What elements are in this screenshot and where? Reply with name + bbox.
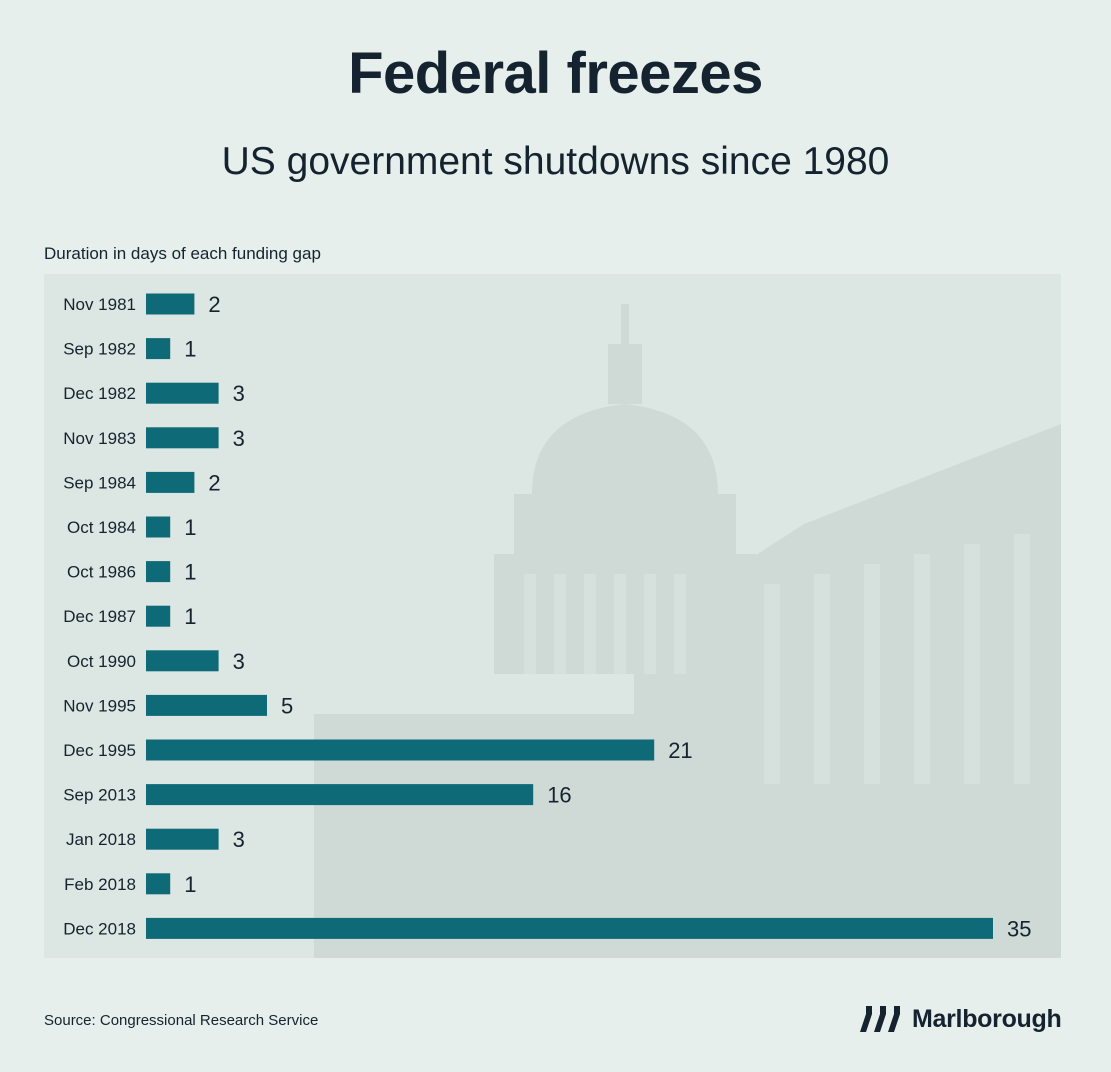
bar <box>146 694 267 716</box>
data-label: 1 <box>184 872 196 897</box>
bar <box>146 739 655 761</box>
chart-subtitle: US government shutdowns since 1980 <box>221 140 890 183</box>
bar <box>146 784 534 806</box>
category-label: Dec 1982 <box>63 384 136 403</box>
bar <box>146 873 171 895</box>
data-label: 1 <box>184 560 196 585</box>
marlborough-logo-icon <box>860 1006 900 1032</box>
category-label: Nov 1983 <box>63 429 136 448</box>
bar <box>146 516 171 538</box>
brand-name: Marlborough <box>912 1004 1062 1033</box>
data-label: 3 <box>233 426 245 451</box>
data-label: 3 <box>233 649 245 674</box>
bar <box>146 917 993 939</box>
category-label: Jan 2018 <box>66 830 136 849</box>
data-label: 1 <box>184 337 196 362</box>
category-label: Dec 1987 <box>63 607 136 626</box>
axis-label: Duration in days of each funding gap <box>44 244 321 263</box>
category-label: Feb 2018 <box>64 875 136 894</box>
category-label: Sep 1982 <box>63 340 136 359</box>
chart-panel: Nov 1981 2 Sep 1982 1 Dec 1982 3 Nov 1983 3 Sep … <box>44 274 1061 958</box>
bar <box>146 650 219 672</box>
data-label: 16 <box>547 783 571 808</box>
data-label: 35 <box>1007 916 1031 941</box>
bar <box>146 427 219 449</box>
category-label: Sep 2013 <box>63 786 136 805</box>
category-label: Oct 1986 <box>67 563 136 582</box>
category-label: Oct 1990 <box>67 652 136 671</box>
brand: Marlborough <box>858 1003 1062 1035</box>
bar-chart: Nov 1981 2 Sep 1982 1 Dec 1982 3 Nov 1983 3 Sep … <box>63 292 1031 941</box>
data-label: 2 <box>208 292 220 317</box>
data-label: 3 <box>233 827 245 852</box>
category-label: Sep 1984 <box>63 473 136 492</box>
bar <box>146 338 171 360</box>
source-note: Source: Congressional Research Service <box>44 1012 319 1029</box>
bar <box>146 605 171 627</box>
category-label: Oct 1984 <box>67 518 136 537</box>
data-label: 3 <box>233 381 245 406</box>
data-label: 1 <box>184 515 196 540</box>
data-label: 5 <box>281 693 293 718</box>
bar <box>146 828 219 850</box>
bar <box>146 471 195 493</box>
bar <box>146 382 219 404</box>
category-label: Nov 1995 <box>63 696 136 715</box>
category-label: Dec 1995 <box>63 741 136 760</box>
bar <box>146 293 195 315</box>
chart-title: Federal freezes <box>348 41 763 106</box>
data-label: 2 <box>208 470 220 495</box>
data-label: 21 <box>668 738 692 763</box>
category-label: Nov 1981 <box>63 295 136 314</box>
category-label: Dec 2018 <box>63 919 136 938</box>
data-label: 1 <box>184 604 196 629</box>
bar <box>146 561 171 583</box>
